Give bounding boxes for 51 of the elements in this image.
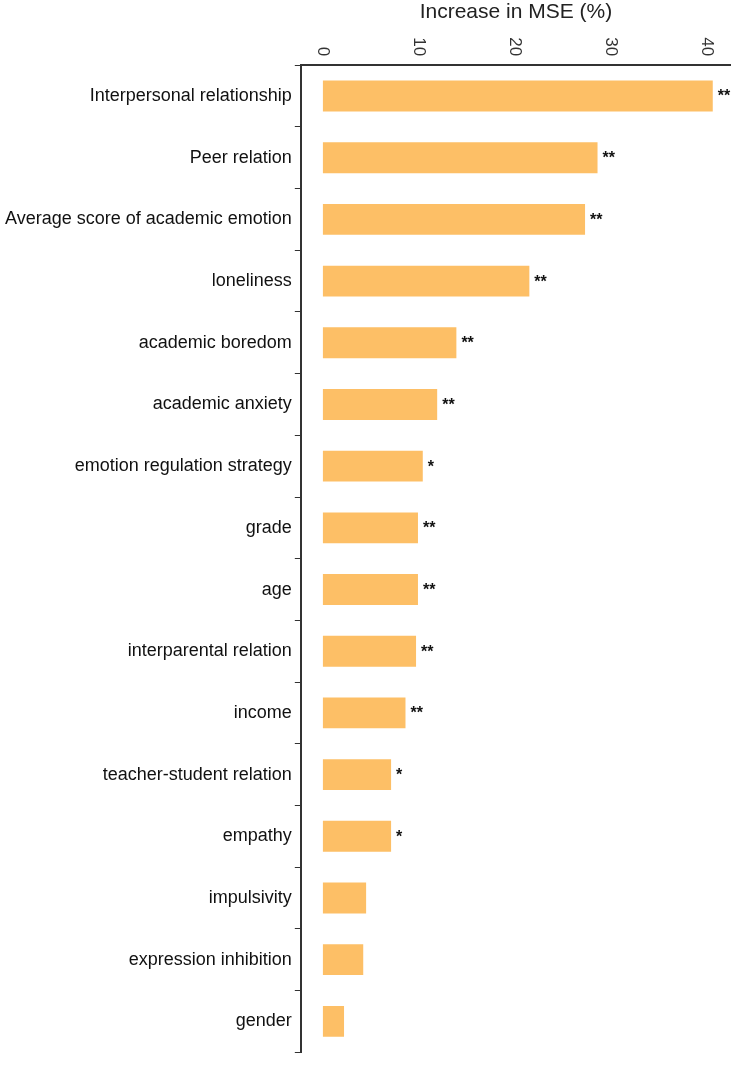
bar — [322, 80, 713, 112]
bar — [322, 944, 364, 976]
data-label: * — [427, 457, 435, 475]
x-axis-title: Increase in MSE (%) — [419, 0, 613, 23]
y-tick-label: emotion regulation strategy — [74, 455, 292, 476]
bar — [322, 389, 438, 420]
x-tick-label: 40 — [698, 37, 718, 57]
bar — [322, 1005, 345, 1037]
bar — [322, 327, 457, 359]
data-label: ** — [422, 519, 437, 537]
data-label: ** — [422, 580, 437, 598]
y-tick-label: Interpersonal relationship — [89, 85, 292, 106]
y-tick-label: academic anxiety — [152, 393, 292, 414]
bar — [322, 142, 598, 174]
y-tick-label: academic boredom — [138, 331, 292, 352]
y-tick-label: Average score of academic emotion — [4, 208, 292, 229]
y-tick-label: impulsivity — [208, 886, 292, 907]
bar — [322, 882, 367, 914]
bar — [322, 759, 392, 791]
data-label: ** — [590, 210, 604, 228]
y-tick-label: grade — [245, 516, 292, 537]
y-tick-label: teacher-student relation — [102, 763, 292, 784]
data-label: ** — [442, 395, 456, 413]
y-tick-label: Peer relation — [189, 146, 292, 167]
bar — [322, 820, 392, 852]
bar — [322, 574, 418, 605]
data-label: ** — [461, 334, 475, 352]
bar — [322, 450, 423, 482]
x-tick-label: 20 — [506, 37, 526, 57]
bar — [322, 697, 406, 729]
data-label: ** — [534, 272, 548, 290]
x-tick-label: 30 — [602, 37, 622, 57]
data-label: ** — [421, 642, 435, 660]
y-tick-label: empathy — [222, 825, 292, 846]
bar — [322, 265, 530, 297]
bar — [322, 635, 417, 667]
y-tick-label: interparental relation — [127, 640, 292, 661]
data-label: * — [396, 766, 404, 784]
bar — [322, 204, 586, 235]
data-label: ** — [602, 149, 616, 167]
data-label: ** — [717, 87, 731, 105]
data-label: * — [396, 827, 404, 845]
x-tick-label: 10 — [410, 37, 430, 57]
y-tick-label: age — [261, 578, 292, 599]
x-tick-label: 0 — [314, 46, 334, 57]
y-tick-label: gender — [235, 1010, 292, 1031]
bar — [322, 512, 418, 544]
y-tick-label: expression inhibition — [128, 948, 292, 969]
data-label: ** — [410, 704, 424, 722]
y-tick-label: loneliness — [211, 270, 292, 291]
y-tick-label: income — [233, 701, 292, 722]
